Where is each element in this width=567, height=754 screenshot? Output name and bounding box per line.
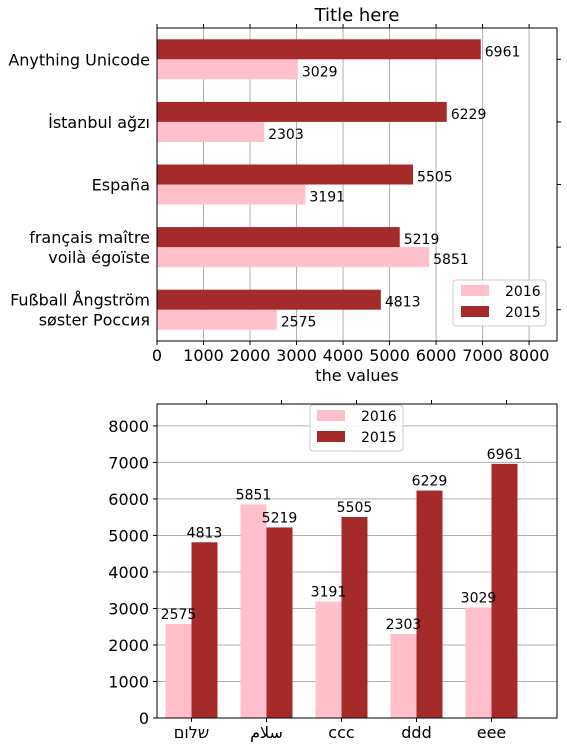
bar-2016	[390, 633, 417, 718]
x-tick-label: 3000	[276, 346, 317, 365]
bar-2015	[157, 289, 381, 310]
x-ticks: 0 1000 2000 3000 4000 5000 6000 7000 8000	[152, 24, 561, 365]
bar-2016	[315, 601, 342, 718]
bar-value-label: 5219	[404, 232, 440, 248]
y-category-label: Fußball Ångström	[10, 291, 150, 310]
bar-value-label: 6961	[485, 44, 521, 60]
x-axis-label: the values	[315, 366, 398, 385]
bar-value-label: 2303	[268, 127, 304, 143]
bar-value-label: 6229	[412, 474, 448, 490]
bar-value-label: 4813	[187, 525, 223, 541]
y-category-label: İstanbul ağzı	[48, 113, 150, 132]
bar-value-label: 2575	[161, 607, 197, 623]
bar-2015	[157, 227, 400, 248]
legend-label-2016: 2016	[361, 409, 397, 425]
y-category-label: søster Россия	[39, 311, 150, 330]
data-labels: 2575 4813 5851 5219 3191 5505 2303 6229 3029 6961	[161, 447, 523, 633]
chart-title: Title here	[314, 5, 400, 26]
bar-2016	[157, 184, 306, 205]
legend-swatch-2016	[317, 410, 345, 421]
bar-value-label: 3191	[309, 190, 345, 206]
data-labels: 2575 4813 5851 5219 3191 5505 2303 6229 3029 6961	[268, 44, 520, 330]
bar-value-label: 2575	[281, 315, 317, 331]
bar-value-label: 5219	[262, 510, 298, 526]
x-tick-label: 8000	[509, 346, 550, 365]
legend-swatch-2015	[317, 431, 345, 442]
legend-swatch-2016	[461, 285, 489, 296]
bar-2016	[240, 504, 267, 718]
x-category-label: eee	[477, 723, 507, 742]
bar-value-label: 4813	[385, 295, 421, 311]
bar-2016	[165, 623, 192, 718]
legend-label-2015: 2015	[361, 430, 397, 446]
legend: 2016 2015	[452, 279, 547, 327]
bar-2015	[157, 39, 481, 60]
bar-2015	[416, 490, 443, 718]
x-tick-label: 4000	[323, 346, 364, 365]
bar-value-label: 5505	[417, 170, 453, 186]
legend-label-2015: 2015	[505, 305, 541, 321]
bar-2015	[266, 527, 293, 718]
y-tick-label: 8000	[108, 417, 149, 436]
horizontal-bar-chart: Title here 2575 4813 5851 5219 3191 5505 2303 6…	[8, 5, 561, 385]
y-ticks: 0 1000 2000 3000 4000 5000 6000 7000 8000	[108, 417, 157, 728]
x-tick-label: 6000	[416, 346, 457, 365]
bar-value-label: 5851	[236, 487, 272, 503]
x-tick-label: 5000	[369, 346, 410, 365]
bar-value-label: 3191	[311, 584, 347, 600]
legend: 2016 2015	[309, 404, 404, 452]
y-tick-label: 2000	[108, 636, 149, 655]
y-tick-label: 0	[139, 709, 149, 728]
y-category-label: français maître	[29, 228, 150, 247]
bars	[157, 39, 481, 330]
y-category-label: España	[92, 176, 150, 195]
bar-value-label: 6961	[487, 447, 523, 463]
bar-2015	[157, 101, 447, 122]
bar-2015	[157, 164, 414, 185]
x-category-label: ddd	[401, 723, 431, 742]
bar-2016	[157, 309, 277, 330]
x-tick-label: 1000	[183, 346, 224, 365]
y-tick-label: 7000	[108, 453, 149, 472]
x-tick-label: 2000	[230, 346, 271, 365]
x-tick-label: 7000	[462, 346, 503, 365]
bar-2015	[191, 542, 218, 718]
x-category-labels: שלום سلام ccc ddd eee	[174, 400, 507, 742]
legend-label-2016: 2016	[505, 284, 541, 300]
bar-2016	[157, 247, 430, 268]
x-category-label: سلام	[250, 723, 283, 742]
x-tick-label: 0	[152, 346, 162, 365]
bars	[165, 463, 518, 718]
bar-2016	[157, 121, 265, 142]
y-tick-label: 3000	[108, 599, 149, 618]
y-tick-label: 4000	[108, 563, 149, 582]
y-category-label: Anything Unicode	[8, 50, 150, 69]
x-category-label: שלום	[174, 723, 209, 742]
vertical-bar-chart: 2575 4813 5851 5219 3191 5505 2303 6229 3029 6961…	[108, 400, 558, 742]
x-category-label: ccc	[328, 723, 354, 742]
bar-value-label: 5851	[433, 252, 469, 268]
legend-swatch-2015	[461, 306, 489, 317]
bar-value-label: 2303	[386, 617, 422, 633]
bar-value-label: 3029	[302, 64, 338, 80]
bar-value-label: 5505	[337, 500, 373, 516]
y-tick-label: 1000	[108, 672, 149, 691]
bar-2015	[491, 463, 518, 718]
y-category-label: voilà égoïste	[48, 248, 150, 267]
y-tick-label: 5000	[108, 526, 149, 545]
bar-2015	[341, 517, 368, 718]
bar-2016	[465, 607, 492, 718]
bar-2016	[157, 59, 298, 80]
bar-value-label: 3029	[461, 590, 497, 606]
bar-value-label: 6229	[451, 107, 487, 123]
y-tick-label: 6000	[108, 490, 149, 509]
